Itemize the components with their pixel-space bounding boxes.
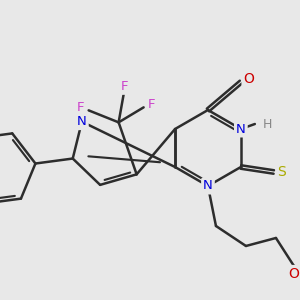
Text: F: F: [77, 101, 84, 114]
Text: N: N: [236, 122, 246, 136]
Text: S: S: [278, 165, 286, 179]
Text: F: F: [121, 80, 128, 93]
Text: N: N: [77, 115, 87, 128]
Text: F: F: [148, 98, 155, 111]
Text: H: H: [263, 118, 272, 130]
Text: O: O: [289, 267, 299, 281]
Text: O: O: [244, 72, 254, 86]
Text: N: N: [203, 179, 213, 193]
